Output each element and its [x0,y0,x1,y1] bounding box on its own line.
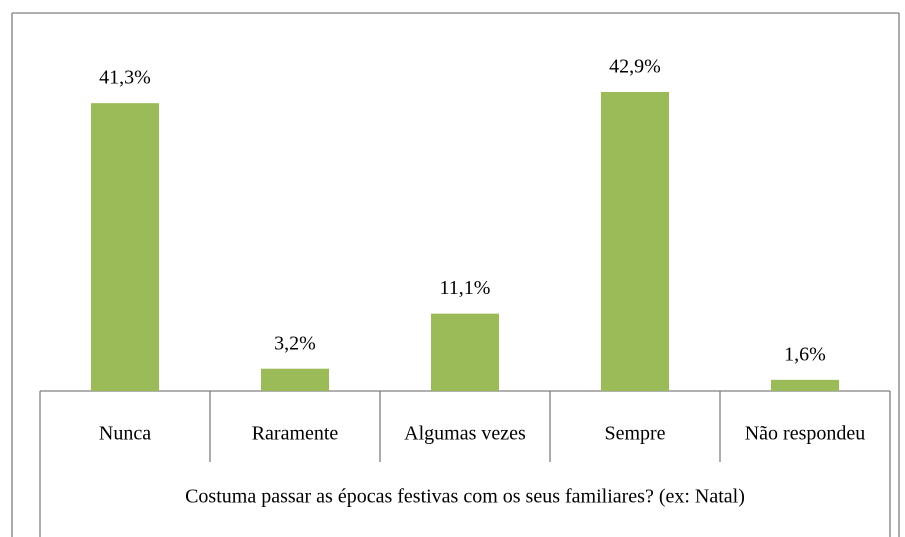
x-tick-label: Sempre [604,423,665,445]
x-tick-label: Raramente [252,423,339,445]
bar [431,313,499,391]
x-tick-label: Não respondeu [745,423,866,445]
x-axis-title: Costuma passar as épocas festivas com os… [185,486,745,508]
x-tick-label: Nunca [99,423,151,445]
data-label: 42,9% [609,56,661,78]
bar [261,368,329,391]
data-label: 1,6% [784,343,826,365]
x-tick-label: Algumas vezes [404,423,526,445]
bar [771,379,839,391]
data-label: 11,1% [440,277,491,299]
bar [601,92,669,391]
bar [91,103,159,391]
data-label: 41,3% [99,67,151,89]
data-label: 3,2% [274,332,316,354]
